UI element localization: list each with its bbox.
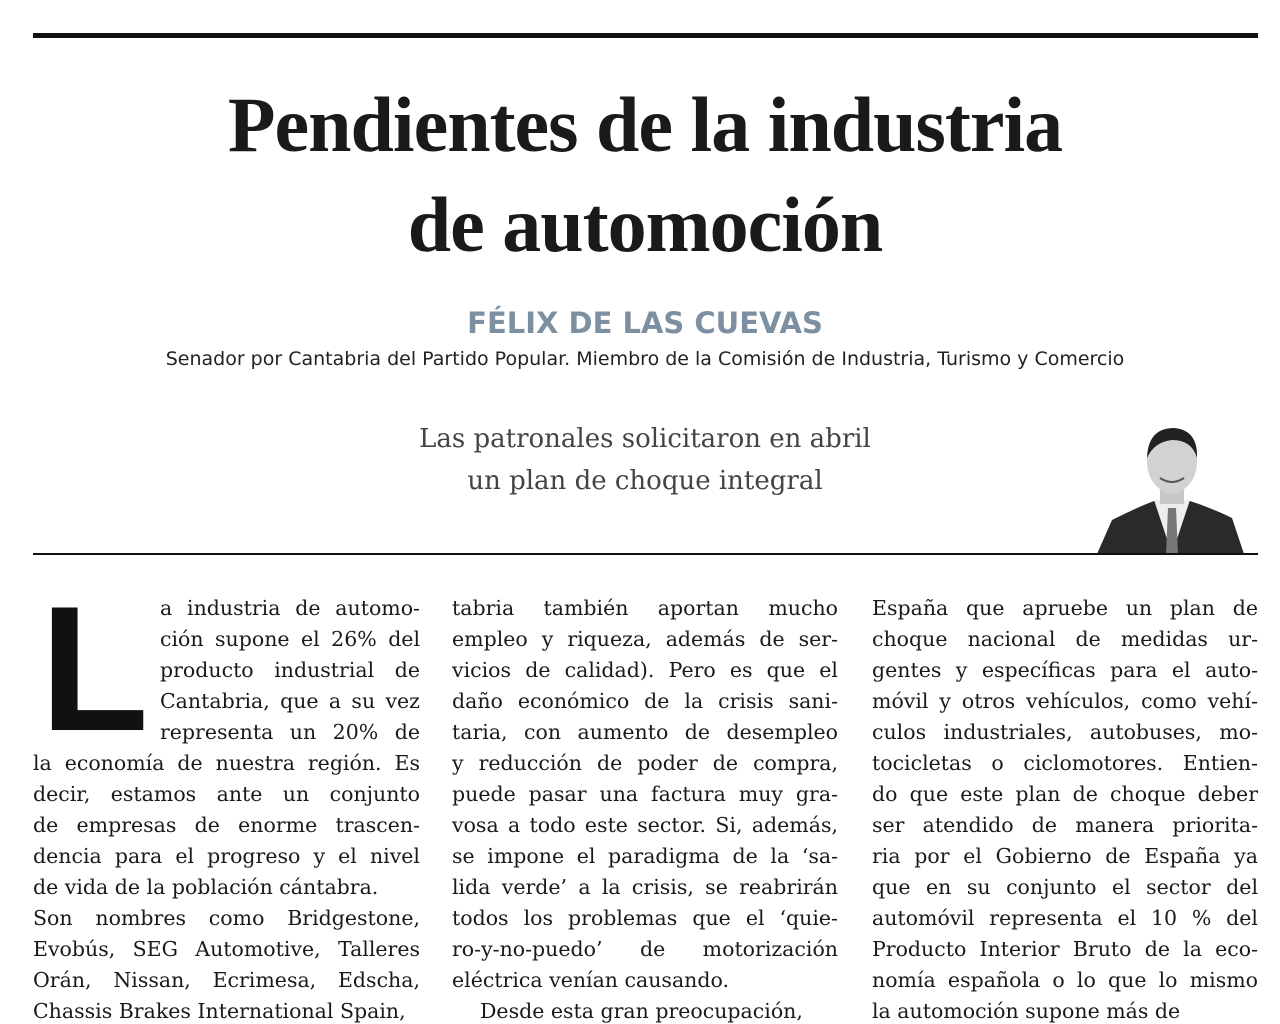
text-line: do que este plan de choque deber: [872, 782, 1258, 806]
text-line: y reducción de poder de compra,: [452, 751, 838, 775]
text-line: de vida de la población cántabra.: [33, 875, 379, 899]
text-line: puede pasar una factura muy gra-: [452, 782, 838, 806]
text-line: la economía de nuestra región. Es: [33, 751, 420, 775]
text-line: todos los problemas que el ‘quie-: [452, 906, 838, 930]
column: a industria de automo-ción supone el 26%…: [33, 593, 420, 1024]
text-line: ria por el Gobierno de España ya: [872, 844, 1258, 868]
text-line: se impone el paradigma de la ‘sa-: [452, 844, 838, 868]
text-line: lida verde’ a la crisis, se reabrirán: [452, 875, 838, 899]
text-line: la automoción supone más de: [872, 999, 1181, 1023]
text-line: ser atendido de manera priorita-: [872, 813, 1258, 837]
text-line: vicios de calidad). Pero es que el: [452, 658, 838, 682]
author-photo: [1097, 428, 1244, 554]
text-line: decir, estamos ante un conjunto: [33, 782, 420, 806]
text-line: tabria también aportan mucho: [452, 596, 838, 620]
text-line: representa un 20% de: [160, 720, 420, 744]
author-role: Senador por Cantabria del Partido Popula…: [165, 348, 1125, 370]
text-line: que en su conjunto el sector del: [872, 875, 1258, 899]
text-line: producto industrial de: [160, 658, 420, 682]
text-line: móvil y otros vehículos, como vehí-: [872, 689, 1258, 713]
text-line: culos industriales, autobuses, mo-: [872, 720, 1258, 744]
text-line: Chassis Brakes International Spain,: [33, 999, 406, 1023]
text-line: Desde esta gran preocupación,: [480, 999, 803, 1023]
subtitle-line: un plan de choque integral: [467, 466, 823, 496]
text-line: Evobús, SEG Automotive, Talleres: [33, 937, 420, 961]
text-line: empleo y riqueza, además de ser-: [452, 627, 838, 651]
text-line: Son nombres como Bridgestone,: [33, 906, 420, 930]
text-line: de empresas de enorme trascen-: [33, 813, 420, 837]
text-line: automóvil representa el 10 % del: [872, 906, 1258, 930]
text-line: tocicletas o ciclomotores. Entien-: [872, 751, 1258, 775]
subtitle-line: Las patronales solicitaron en abril: [419, 424, 871, 454]
text-line: eléctrica venían causando.: [452, 968, 730, 992]
column: España que apruebe un plan de choque naci…: [872, 593, 1258, 1024]
column: tabria también aportan mucho empleo y riq…: [452, 593, 838, 1024]
text-line: Orán, Nissan, Ecrimesa, Edscha,: [33, 968, 420, 992]
text-line: vosa a todo este sector. Si, además,: [452, 813, 838, 837]
text-line: ro-y-no-puedo’ de motorización: [452, 937, 838, 961]
text-line: España que apruebe un plan de: [872, 596, 1258, 620]
text-line: nomía española o lo que lo mismo: [872, 968, 1258, 992]
title-line: Pendientes de la industria: [227, 81, 1063, 168]
drop-cap: L: [40, 569, 149, 768]
author: FÉLIX DE LAS CUEVAS: [467, 306, 823, 340]
text-line: daño económico de la crisis sani-: [452, 689, 838, 713]
text-line: choque nacional de medidas ur-: [872, 627, 1258, 651]
top-rule: [33, 33, 1258, 38]
text-line: Cantabria, que a su vez: [160, 689, 420, 713]
text-line: gentes y específicas para el auto-: [872, 658, 1258, 682]
text-line: Producto Interior Bruto de la eco-: [872, 937, 1258, 961]
text-line: dencia para el progreso y el nivel: [33, 844, 420, 868]
text-line: ción supone el 26% del: [160, 627, 420, 651]
section-rule: [33, 553, 1258, 555]
title-line: de automoción: [407, 181, 884, 268]
text-line: a industria de automo-: [160, 596, 420, 620]
text-line: taria, con aumento de desempleo: [452, 720, 838, 744]
